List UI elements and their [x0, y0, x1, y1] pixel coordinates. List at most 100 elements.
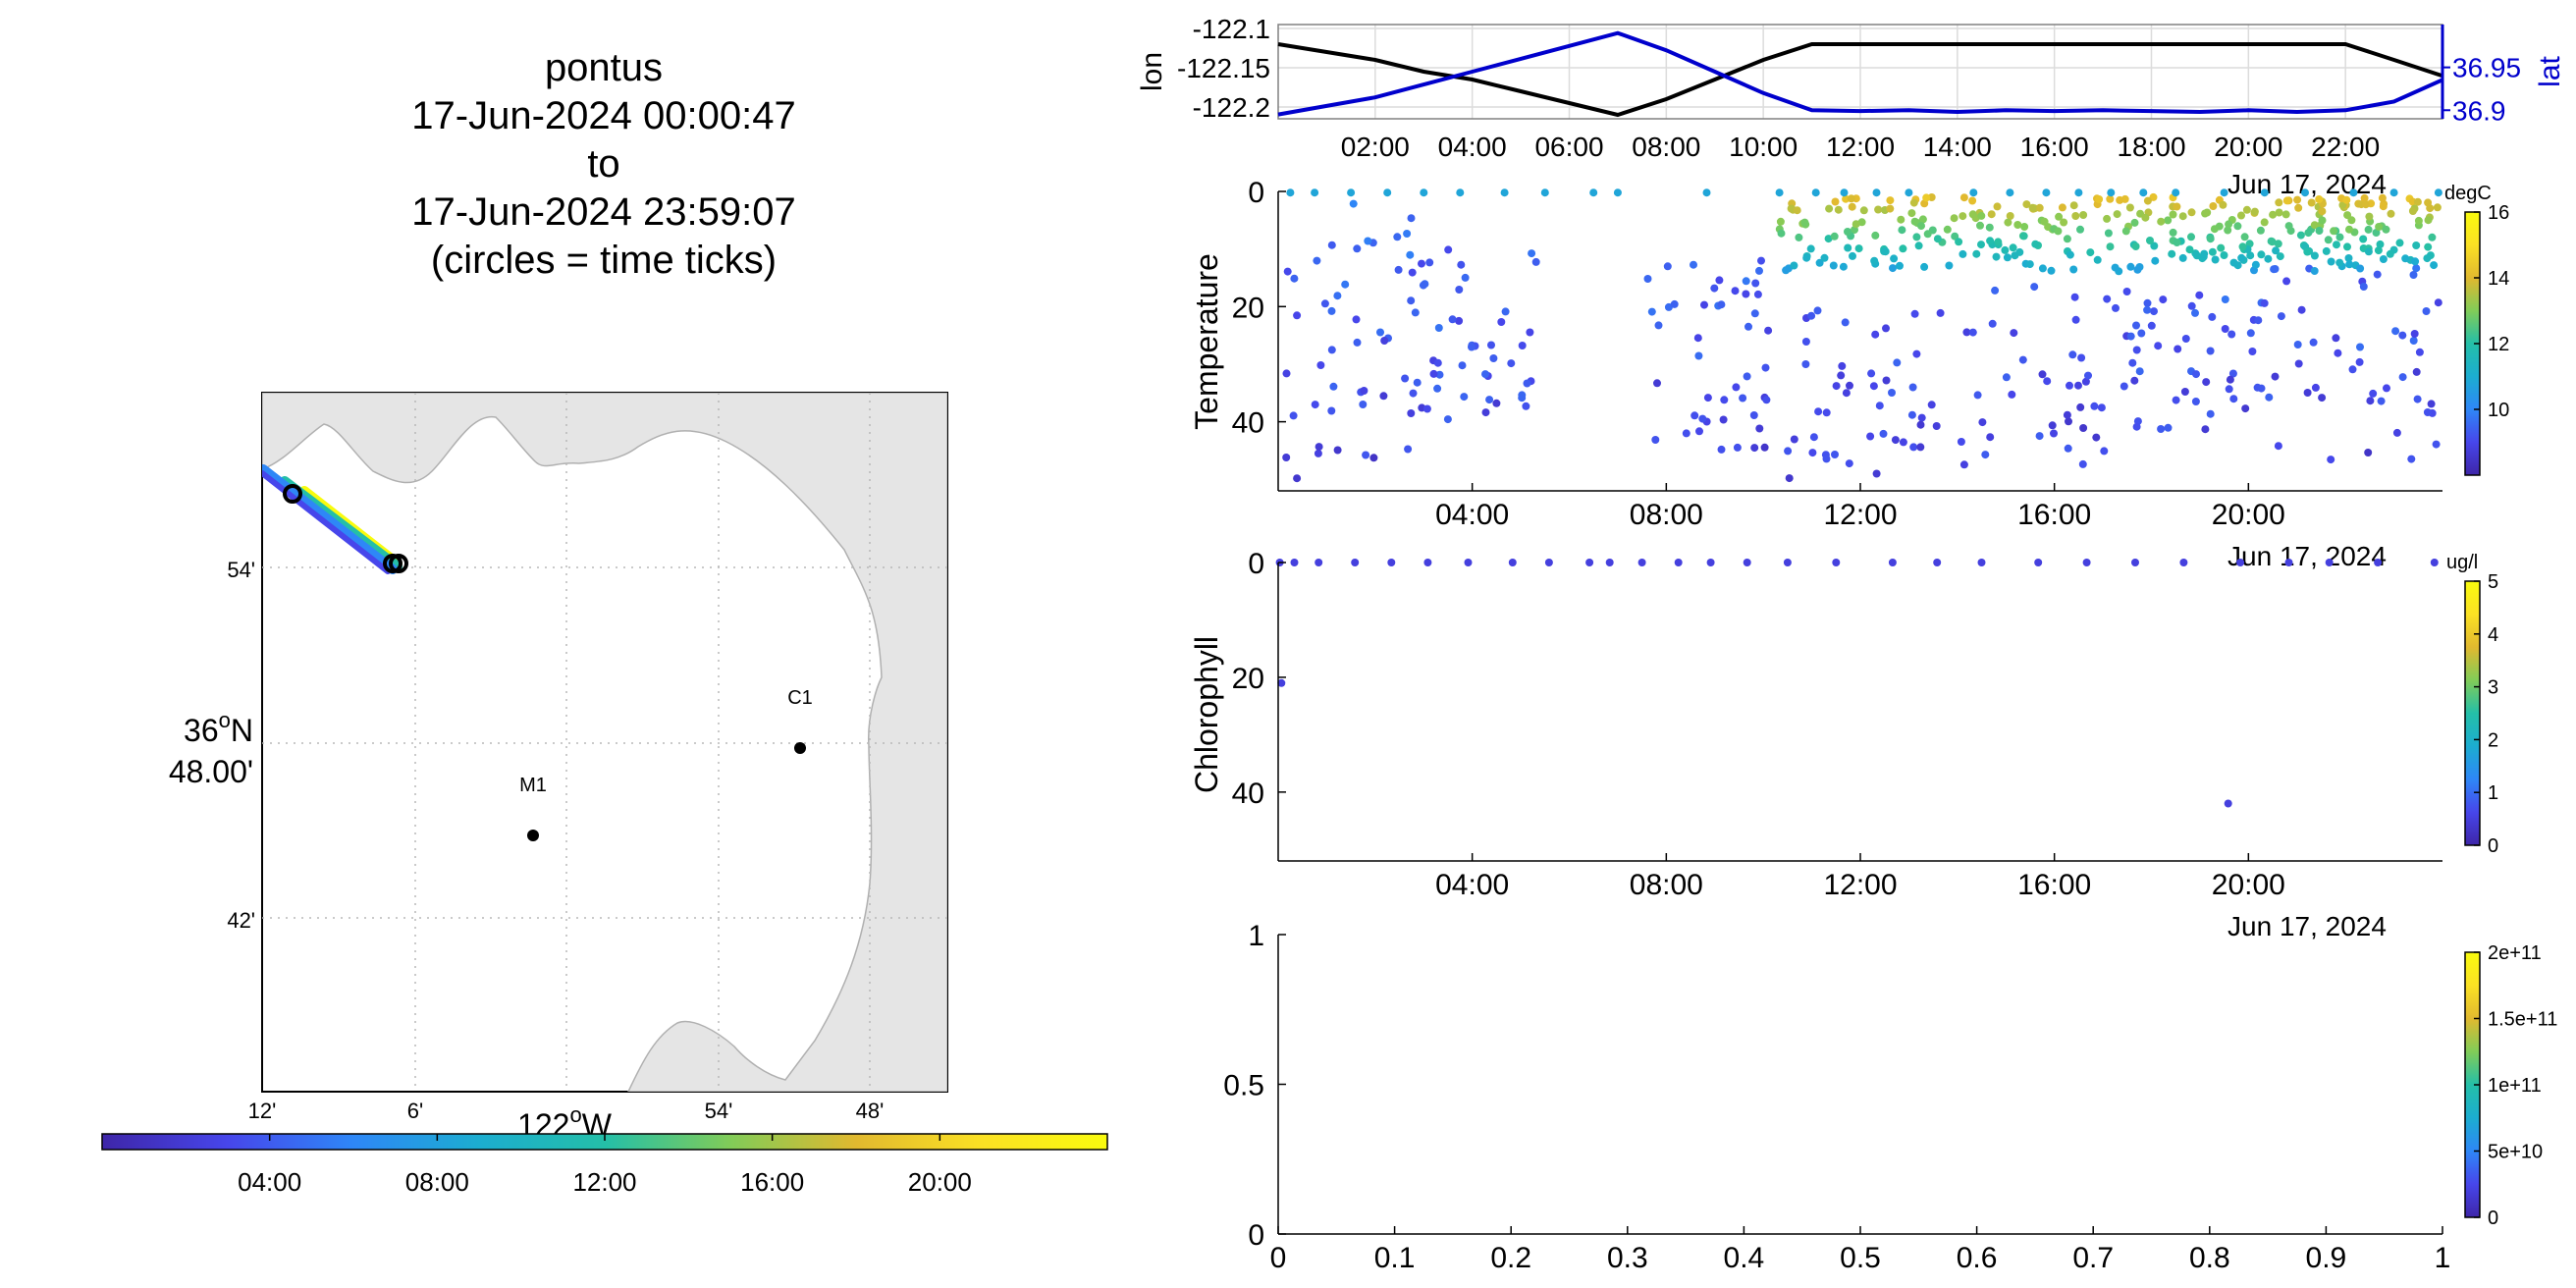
temperature-point — [1418, 259, 1425, 268]
temperature-point — [1844, 228, 1852, 236]
temperature-colorbar-ticks: 16 14 12 10 — [2474, 202, 2509, 421]
temperature-point — [2050, 429, 2058, 438]
temperature-point — [2030, 283, 2039, 292]
temperature-point — [1831, 197, 1840, 206]
temperature-point — [2018, 355, 2027, 364]
temperature-point — [1458, 361, 1467, 370]
temperature-point — [1972, 249, 1981, 258]
temperature-point — [2125, 203, 2134, 212]
lat-tick-label: 36.9 — [2452, 95, 2506, 126]
temperature-point — [1364, 237, 1372, 245]
temperature-point — [2141, 213, 2150, 222]
chlorophyll-axis-label: Chlorophyll — [1189, 636, 1224, 793]
temperature-point — [1702, 188, 1711, 197]
temperature-point — [1411, 308, 1420, 317]
temperature-point — [1914, 242, 1923, 250]
temperature-point — [1809, 433, 1818, 442]
temperature-point — [1882, 324, 1890, 333]
temperature-point — [2187, 208, 2196, 217]
temperature-point — [1653, 379, 1661, 388]
temperature-point — [2257, 250, 2266, 259]
temperature-point — [1807, 311, 1816, 320]
temperature-point — [2356, 343, 2364, 351]
temperature-point — [1969, 188, 1978, 197]
temperature-point — [1981, 451, 1990, 459]
temperature-point — [2143, 305, 2152, 314]
temperature-point — [2318, 394, 2327, 402]
temperature-point — [1776, 217, 1785, 226]
temperature-point — [1316, 361, 1325, 369]
temperature-point — [2423, 408, 2432, 416]
temperature-point — [1360, 387, 1368, 395]
x-tick-label: 0.6 — [1957, 1242, 1998, 1274]
colorbar-tick-label: 1e+11 — [2488, 1075, 2542, 1097]
temperature-point — [2013, 221, 2022, 229]
temperature-point — [2276, 252, 2284, 261]
temperature-point — [2009, 243, 2017, 252]
temperature-point — [2377, 397, 2386, 405]
temperature-point — [1362, 451, 1370, 459]
temperature-point — [2174, 345, 2182, 353]
temperature-point — [1407, 296, 1416, 305]
temperature-point — [1293, 474, 1302, 483]
temperature-point — [2389, 188, 2398, 197]
temperature-point — [1690, 260, 1697, 269]
chlorophyll-point — [1832, 559, 1841, 566]
temperature-point — [1540, 188, 1549, 197]
temperature-point — [2379, 255, 2388, 263]
temperature-point — [2301, 188, 2309, 197]
temperature-point — [1782, 266, 1791, 275]
temperature-point — [2077, 353, 2086, 362]
temperature-point — [2042, 188, 2051, 197]
time-colorbar-tick-label: 12:00 — [572, 1167, 636, 1197]
temperature-point — [1742, 290, 1750, 298]
temperature-point — [2296, 231, 2305, 240]
temperature-point — [1890, 254, 1899, 263]
temperature-point — [2387, 209, 2395, 218]
temperature-point — [1455, 286, 1464, 294]
temperature-point — [2195, 291, 2204, 299]
temperature-point — [1481, 370, 1489, 379]
temperature-point — [2294, 359, 2303, 368]
temperature-point — [2100, 447, 2109, 456]
temperature-point — [2221, 295, 2229, 303]
temperature-point — [2434, 188, 2442, 197]
temperature-point — [1957, 438, 1965, 446]
temperature-point — [2293, 195, 2302, 204]
temperature-point — [2311, 383, 2320, 392]
temperature-point — [2267, 237, 2276, 245]
temperature-point — [2043, 377, 2052, 386]
temperature-point — [2054, 227, 2063, 236]
temperature-point — [1468, 343, 1476, 351]
temperature-point — [2284, 222, 2293, 231]
temperature-point — [1959, 460, 1968, 469]
empty-axes: 1 0.5 00 0.1 0.2 0.3 0.4 0.5 0.6 0.7 0.8 0.9 1 — [1223, 920, 2450, 1274]
glider-track — [262, 464, 402, 574]
temperature-point — [1501, 307, 1510, 316]
temperature-point — [2002, 373, 2011, 382]
colorbar-tick-label: 10 — [2488, 400, 2509, 421]
temperature-point — [1822, 408, 1831, 417]
temperature-point — [2208, 247, 2217, 256]
temperature-point — [2078, 459, 2087, 468]
y-tick-label: 0 — [1248, 1219, 1264, 1252]
temperature-point — [2260, 218, 2269, 227]
temperature-point — [2293, 341, 2302, 349]
temperature-point — [2010, 329, 2018, 338]
temperature-point — [1820, 253, 1829, 262]
temperature-point — [2327, 257, 2335, 266]
temperature-point — [2428, 233, 2437, 242]
temperature-point — [2011, 251, 2019, 260]
temperature-scatter — [1282, 188, 2442, 483]
temperature-point — [1589, 188, 1598, 197]
chlorophyll-point — [1605, 559, 1614, 566]
temperature-point — [1407, 214, 1416, 223]
temperature-point — [1409, 389, 1418, 398]
colorbar-tick-label: 0 — [2488, 835, 2498, 857]
map-lat-labels: 54' 42' — [227, 558, 255, 933]
temperature-point — [1522, 402, 1530, 410]
temperature-point — [1806, 244, 1815, 253]
temperature-point — [2122, 288, 2131, 295]
lat-tick-42: 42' — [227, 908, 255, 933]
temperature-point — [1875, 402, 1884, 410]
